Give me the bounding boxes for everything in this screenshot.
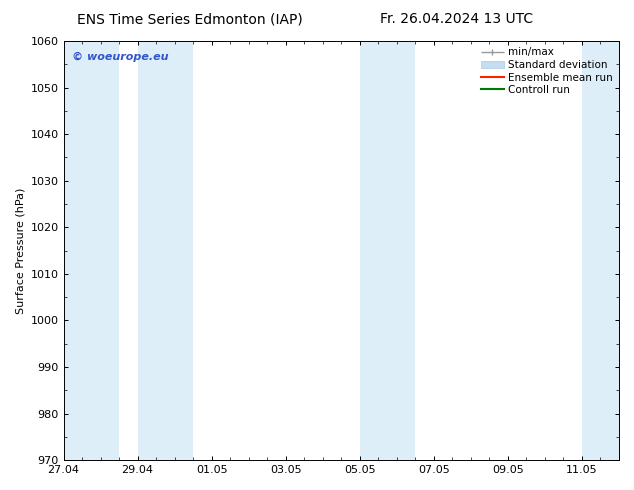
- Text: Fr. 26.04.2024 13 UTC: Fr. 26.04.2024 13 UTC: [380, 12, 533, 26]
- Bar: [63, 41, 119, 460]
- Bar: [582, 41, 619, 460]
- Bar: [138, 41, 193, 460]
- Y-axis label: Surface Pressure (hPa): Surface Pressure (hPa): [15, 187, 25, 314]
- Text: ENS Time Series Edmonton (IAP): ENS Time Series Edmonton (IAP): [77, 12, 303, 26]
- Legend: min/max, Standard deviation, Ensemble mean run, Controll run: min/max, Standard deviation, Ensemble me…: [478, 44, 616, 98]
- Text: © woeurope.eu: © woeurope.eu: [72, 51, 169, 62]
- Bar: [359, 41, 415, 460]
